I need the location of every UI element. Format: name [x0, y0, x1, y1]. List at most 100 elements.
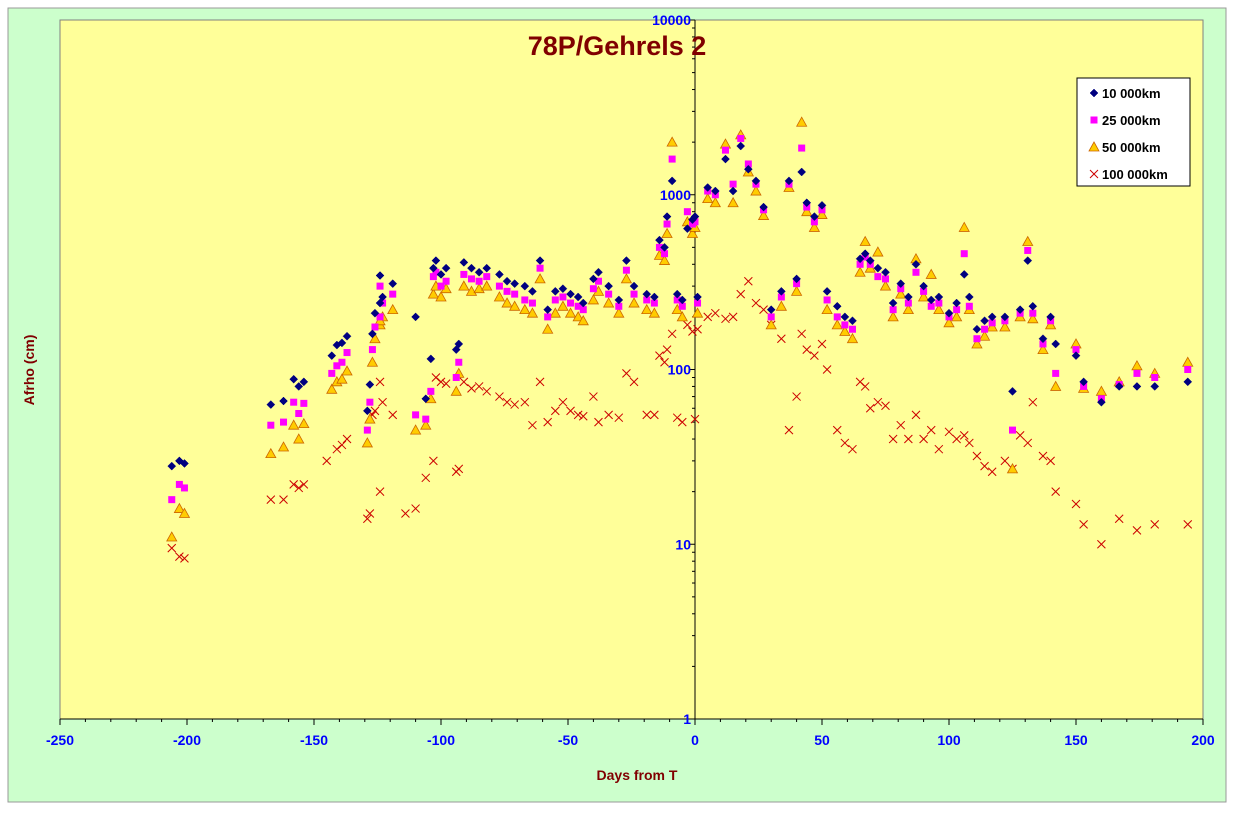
data-point [1046, 456, 1055, 466]
data-point [337, 338, 347, 348]
data-point [643, 296, 651, 304]
data-point [510, 400, 520, 409]
data-point [1150, 519, 1160, 529]
data-point [912, 268, 920, 276]
data-point [950, 311, 963, 322]
data-point-stroke [337, 440, 347, 450]
data-point [832, 301, 842, 311]
data-point [1183, 519, 1193, 529]
data-point [832, 425, 842, 435]
data-point [441, 263, 451, 273]
data-point [743, 276, 753, 286]
data-point-stroke [703, 312, 713, 322]
data-point [897, 285, 905, 293]
data-point-stroke [655, 351, 664, 361]
data-point [328, 369, 336, 377]
data-point [855, 254, 865, 264]
data-point [667, 329, 677, 339]
data-point [1133, 369, 1141, 377]
data-point [168, 496, 176, 504]
data-point [784, 425, 794, 435]
x-tick-label: 100 [937, 732, 961, 748]
data-point [495, 392, 504, 401]
data-point [736, 289, 746, 299]
data-point-stroke [683, 320, 692, 330]
data-point [750, 185, 762, 196]
data-point-stroke [911, 410, 921, 420]
data-point [797, 167, 807, 177]
data-point [1038, 334, 1048, 344]
data-point [1038, 451, 1048, 461]
data-point [342, 434, 352, 444]
data-point [728, 312, 738, 322]
data-point [790, 285, 803, 296]
data-point-stroke [792, 392, 801, 401]
data-point [378, 397, 387, 407]
data-point [655, 243, 663, 251]
legend-marker [1089, 169, 1099, 179]
data-point [362, 514, 372, 524]
data-point [856, 260, 864, 268]
data-point [751, 176, 761, 186]
data-point [1183, 377, 1193, 387]
data-point-stroke [660, 357, 669, 367]
data-point [558, 284, 568, 294]
data-point [737, 134, 745, 142]
data-point [1015, 430, 1025, 440]
data-point [429, 263, 438, 273]
data-point [429, 273, 437, 281]
data-point [896, 420, 906, 430]
data-point [566, 289, 575, 299]
data-point [810, 218, 818, 226]
data-point [543, 305, 553, 315]
data-point [421, 473, 431, 483]
data-point [667, 176, 677, 186]
data-point [1000, 456, 1010, 466]
data-point [934, 444, 944, 454]
data-point [848, 316, 857, 326]
data-point [629, 377, 639, 387]
data-point [810, 351, 819, 361]
data-point [495, 282, 503, 290]
data-point [622, 369, 631, 378]
data-point [536, 264, 544, 272]
series-100-000km [167, 276, 1193, 563]
data-point [1029, 309, 1037, 317]
data-point [361, 437, 374, 448]
data-point-stroke [566, 406, 575, 416]
data-point [1051, 339, 1061, 349]
data-point [933, 303, 945, 315]
data-point [614, 413, 624, 423]
data-point-stroke [944, 427, 954, 437]
data-point-stroke [784, 425, 794, 435]
marks-layer [166, 116, 1194, 563]
data-point [904, 292, 913, 302]
data-point [896, 279, 906, 288]
data-point-stroke [421, 473, 431, 483]
data-point [436, 270, 446, 279]
data-point [376, 313, 384, 321]
data-point [925, 268, 937, 279]
data-point [661, 227, 673, 238]
data-point [666, 136, 678, 147]
data-point [173, 502, 186, 513]
data-point [767, 313, 775, 321]
data-point [299, 480, 309, 489]
legend-label: 25 000km [1102, 113, 1161, 128]
data-point [873, 263, 883, 273]
x-tick-label: 0 [691, 732, 699, 748]
data-point [822, 287, 832, 296]
data-point-stroke [1097, 539, 1106, 549]
data-point [1023, 438, 1033, 448]
data-point [1151, 373, 1159, 381]
data-point [337, 440, 347, 450]
data-point [676, 311, 688, 322]
data-point [846, 332, 859, 344]
data-point [691, 218, 699, 226]
data-point [822, 365, 832, 374]
data-point [1132, 382, 1142, 391]
data-point [972, 451, 982, 461]
data-point [427, 387, 435, 395]
data-point-stroke [987, 467, 997, 477]
data-point [882, 275, 889, 283]
